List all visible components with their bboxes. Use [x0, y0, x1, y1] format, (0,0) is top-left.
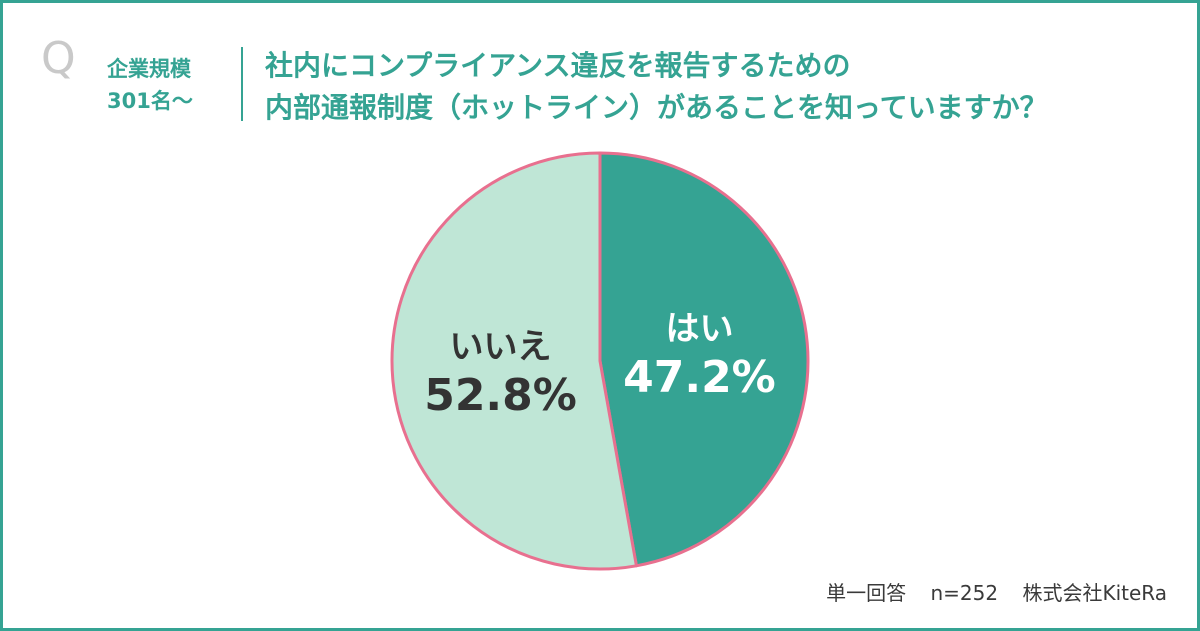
slice-value-yes: 47.2% [623, 352, 776, 403]
chart-footer: 単一回答 n=252 株式会社KiteRa [826, 577, 1167, 606]
source-credit: 株式会社KiteRa [1022, 581, 1167, 605]
segment-line-2: 301名～ [107, 89, 193, 113]
question-line-2: 内部通報制度（ホットライン）があることを知っていますか？ [265, 91, 1048, 124]
answer-type: 単一回答 [826, 581, 907, 605]
question-title: 社内にコンプライアンス違反を報告するための 内部通報制度（ホットライン）があるこ… [265, 45, 1048, 129]
slice-label-yes: はい [665, 309, 733, 349]
pie-slice-no [390, 151, 638, 571]
header-divider [241, 47, 243, 121]
q-mark: Q [41, 33, 76, 84]
pie-slice-yes [598, 151, 810, 568]
slice-value-no: 52.8% [424, 370, 577, 421]
question-line-1: 社内にコンプライアンス違反を報告するための [265, 49, 851, 82]
respondent-segment: 企業規模 301名～ [107, 53, 193, 117]
sample-size: n=252 [930, 581, 999, 605]
segment-line-1: 企業規模 [107, 57, 191, 81]
slice-label-no: いいえ [450, 327, 552, 367]
